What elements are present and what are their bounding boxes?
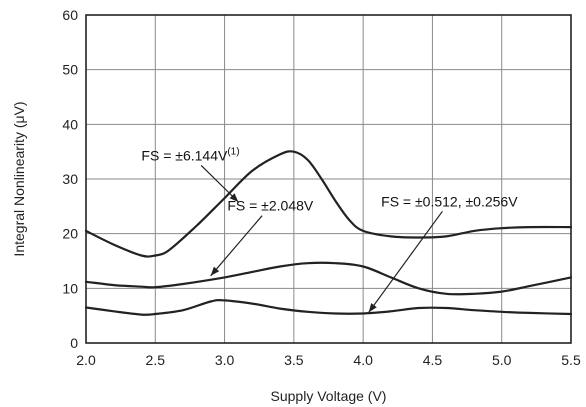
- y-tick-label: 20: [62, 226, 78, 242]
- x-tick-label: 4.5: [423, 352, 443, 368]
- x-tick-label: 4.0: [353, 352, 373, 368]
- annotation-arrowhead: [368, 303, 377, 313]
- x-tick-label: 3.0: [215, 352, 235, 368]
- y-tick-label: 40: [62, 116, 78, 132]
- annotation-leader-line: [368, 210, 443, 313]
- y-axis-title: Integral Nonlinearity (μV): [11, 101, 27, 256]
- x-tick-label: 5.5: [561, 352, 581, 368]
- annotation-label: FS = ±6.144V(1): [141, 146, 239, 163]
- y-tick-label: 50: [62, 62, 78, 78]
- x-axis-title: Supply Voltage (V): [271, 388, 387, 404]
- annotation-arrowhead: [210, 266, 220, 276]
- y-tick-label: 0: [70, 335, 78, 351]
- x-tick-label: 2.0: [76, 352, 96, 368]
- annotation-label: FS = ±2.048V: [227, 198, 314, 214]
- plot-frame: [85, 14, 572, 344]
- series-line: [84, 261, 573, 296]
- tick-labels: 2.0 2.5 3.0 3.5 4.0 4.5 5.0 5.5 0 10 20 30 40 50 60: [62, 7, 581, 368]
- y-tick-label: 10: [62, 280, 78, 296]
- y-tick-label: 60: [62, 7, 78, 23]
- x-tick-label: 2.5: [146, 352, 166, 368]
- x-tick-label: 5.0: [492, 352, 512, 368]
- y-tick-label: 30: [62, 171, 78, 187]
- annotation-leader-line: [210, 215, 263, 277]
- annotations: FS = ±6.144V(1) FS = ±2.048V FS = ±0.512, …: [141, 146, 518, 313]
- series-group: [84, 150, 573, 316]
- annotation-label: FS = ±0.512, ±0.256V: [381, 193, 518, 209]
- series-line: [84, 150, 573, 258]
- series-line: [84, 299, 573, 316]
- annotation-arrowhead: [229, 193, 239, 202]
- grid: [86, 15, 571, 343]
- x-tick-label: 3.5: [284, 352, 304, 368]
